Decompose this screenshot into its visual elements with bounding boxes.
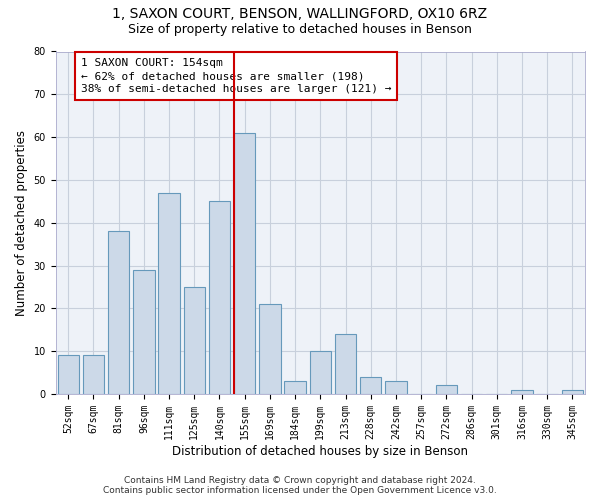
X-axis label: Distribution of detached houses by size in Benson: Distribution of detached houses by size … (172, 444, 469, 458)
Bar (184, 287, 205, 394)
Bar (310, 351, 331, 394)
Bar (385, 381, 407, 394)
Bar (83, 356, 104, 394)
Y-axis label: Number of detached properties: Number of detached properties (15, 130, 28, 316)
Bar (284, 381, 306, 394)
Text: Size of property relative to detached houses in Benson: Size of property relative to detached ho… (128, 22, 472, 36)
Bar (511, 390, 533, 394)
Text: Contains HM Land Registry data © Crown copyright and database right 2024.
Contai: Contains HM Land Registry data © Crown c… (103, 476, 497, 495)
Bar (209, 202, 230, 394)
Bar (360, 377, 382, 394)
Bar (158, 193, 180, 394)
Bar (108, 232, 130, 394)
Bar (436, 386, 457, 394)
Bar (335, 334, 356, 394)
Text: 1, SAXON COURT, BENSON, WALLINGFORD, OX10 6RZ: 1, SAXON COURT, BENSON, WALLINGFORD, OX1… (112, 8, 488, 22)
Text: 1 SAXON COURT: 154sqm
← 62% of detached houses are smaller (198)
38% of semi-det: 1 SAXON COURT: 154sqm ← 62% of detached … (81, 58, 391, 94)
Bar (58, 356, 79, 394)
Bar (562, 390, 583, 394)
Bar (259, 304, 281, 394)
Bar (234, 133, 256, 394)
Bar (133, 270, 155, 394)
